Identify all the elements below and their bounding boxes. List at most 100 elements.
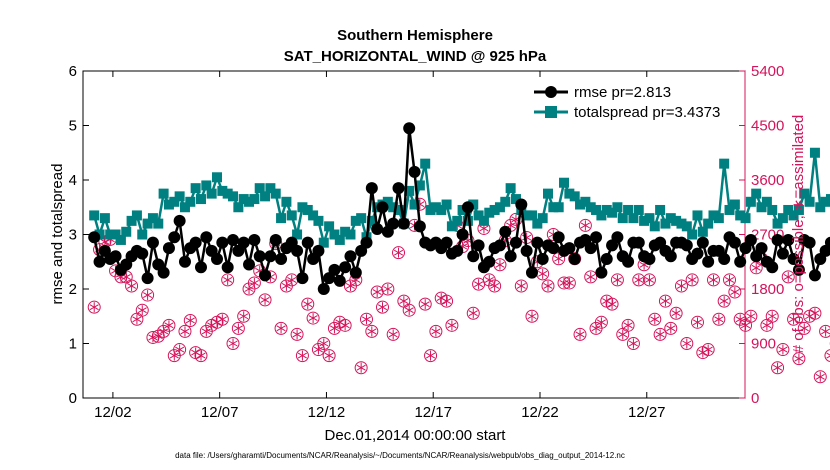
totalspread-point: [393, 204, 404, 215]
rmse-point: [317, 283, 330, 295]
obs-possible-point: [237, 309, 251, 323]
totalspread-point: [313, 215, 324, 226]
totalspread-point: [228, 191, 239, 202]
obs-assimilated-point: [319, 338, 329, 349]
totalspread-point: [708, 210, 719, 221]
totalspread-point: [302, 204, 313, 215]
obs-possible-point: [632, 273, 646, 287]
obs-possible-point: [445, 318, 459, 332]
x-tick-label: 12/12: [308, 404, 346, 421]
rmse-point: [371, 223, 384, 236]
obs-assimilated-point: [431, 326, 441, 337]
totalspread-point: [276, 213, 287, 224]
obs-possible-point: [274, 321, 288, 335]
obs-assimilated-point: [751, 262, 761, 273]
totalspread-point: [174, 191, 185, 202]
obs-possible-point: [626, 337, 640, 350]
obs-assimilated-point: [778, 344, 788, 355]
totalspread-point: [505, 183, 516, 194]
rmse-point: [696, 236, 709, 249]
rmse-point: [451, 244, 464, 257]
x-tick-label: 12/22: [521, 404, 559, 421]
totalspread-point: [425, 204, 436, 215]
totalspread-point: [414, 180, 425, 191]
obs-possible-point: [781, 270, 795, 284]
obs-assimilated-point: [767, 311, 777, 322]
obs-assimilated-point: [596, 317, 606, 328]
rmse-point: [243, 258, 256, 271]
totalspread-point: [190, 183, 201, 194]
obs-possible-point: [621, 318, 635, 332]
obs-assimilated-point: [260, 294, 270, 305]
obs-assimilated-point: [313, 344, 324, 355]
obs-assimilated-point: [329, 323, 340, 334]
rmse-point: [349, 266, 362, 279]
totalspread-point: [249, 194, 260, 205]
x-axis-label: Dec.01,2014 00:00:00 start: [325, 427, 507, 444]
rmse-point: [499, 225, 512, 238]
totalspread-point: [804, 196, 815, 207]
obs-assimilated-point: [714, 314, 724, 325]
totalspread-point: [548, 202, 559, 213]
rmse-point: [824, 236, 830, 249]
obs-assimilated-point: [399, 296, 409, 307]
footnote: data file: /Users/gharamti/Documents/NCA…: [175, 451, 625, 460]
totalspread-point: [163, 199, 174, 210]
obs-possible-point: [173, 343, 187, 357]
obs-possible-point: [424, 349, 438, 363]
obs-assimilated-point: [799, 323, 809, 334]
obs-possible-point: [295, 349, 309, 363]
rmse-point: [808, 269, 821, 282]
totalspread-point: [564, 188, 575, 199]
totalspread-point: [521, 210, 532, 221]
obs-assimilated-point: [180, 326, 190, 337]
totalspread-point: [585, 202, 596, 213]
rmse-point: [728, 236, 741, 249]
totalspread-point: [484, 207, 495, 218]
totalspread-point: [729, 199, 740, 210]
rmse-point: [702, 255, 715, 268]
obs-possible-point: [514, 279, 528, 293]
legend-box: [529, 79, 737, 125]
rmse-point: [590, 231, 603, 244]
rmse-point: [776, 247, 789, 260]
rmse-point: [328, 263, 341, 276]
totalspread-point: [510, 194, 521, 205]
totalspread-point: [687, 229, 698, 240]
obs-possible-point: [440, 294, 454, 308]
obs-assimilated-point: [308, 313, 318, 324]
obs-assimilated-point: [287, 274, 297, 285]
obs-possible-point: [365, 324, 379, 338]
rmse-point: [344, 250, 357, 263]
x-tick-label: 12/02: [94, 404, 132, 421]
rmse-point: [622, 255, 635, 268]
obs-possible-point: [541, 279, 555, 293]
rmse-point: [392, 182, 405, 195]
totalspread-point: [131, 210, 142, 221]
obs-possible-point: [717, 294, 731, 308]
obs-possible-point: [247, 276, 261, 290]
obs-possible-point: [322, 349, 336, 363]
rmse-point: [248, 233, 261, 246]
legend-spread-marker: [545, 106, 557, 118]
obs-possible-point: [744, 309, 758, 323]
obs-possible-point: [610, 273, 624, 287]
obs-assimilated-point: [687, 274, 697, 285]
rmse-point: [237, 236, 250, 249]
obs-assimilated-point: [276, 323, 286, 334]
rmse-point: [178, 255, 191, 268]
x-tick-label: 12/07: [201, 404, 239, 421]
rmse-point: [472, 239, 485, 252]
totalspread-point: [799, 188, 810, 199]
rmse-point: [376, 201, 389, 214]
obs-possible-point: [429, 324, 443, 338]
rmse-point: [456, 228, 469, 241]
totalspread-point: [121, 226, 132, 237]
totalspread-point: [580, 196, 591, 207]
obs-assimilated-point: [580, 220, 590, 231]
obs-assimilated-point: [762, 320, 772, 331]
y-right-tick-label: 0: [751, 390, 759, 407]
rmse-point: [547, 242, 560, 255]
totalspread-point: [340, 226, 351, 237]
obs-possible-point: [813, 370, 827, 384]
